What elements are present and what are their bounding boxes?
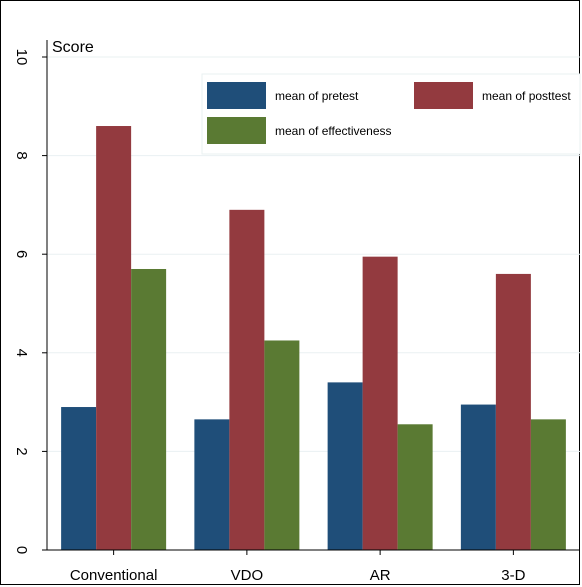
bar-mean-of-effectiveness-Conventional: [131, 268, 167, 550]
y-tick-label: 10: [13, 49, 30, 66]
x-tick-label: VDO: [231, 567, 264, 584]
legend-swatch: [207, 82, 266, 109]
bar-mean-of-posttest-VDO: [229, 209, 265, 550]
y-tick-label: 8: [13, 151, 30, 159]
bar-mean-of-pretest-Conventional: [61, 407, 97, 550]
x-tick-labels: Conventional VDO AR 3-D: [70, 550, 526, 584]
bar-mean-of-effectiveness-AR: [397, 424, 433, 550]
bar-mean-of-posttest-AR: [362, 256, 398, 550]
axes: [46, 40, 580, 551]
x-tick-label: Conventional: [70, 567, 158, 584]
bar-mean-of-posttest-Conventional: [96, 126, 132, 551]
legend-swatch: [207, 117, 266, 144]
bars: [61, 126, 566, 551]
x-tick-label: 3-D: [501, 567, 525, 584]
y-tick-label: 4: [13, 349, 30, 357]
y-ticks: 0 2 4 6 8 10: [13, 49, 47, 554]
bar-mean-of-pretest-AR: [327, 382, 363, 550]
y-tick-label: 6: [13, 250, 30, 258]
y-tick-label: 2: [13, 447, 30, 455]
bar-mean-of-effectiveness-VDO: [264, 340, 300, 550]
bar-mean-of-pretest-3-D: [460, 404, 496, 550]
legend-swatch: [414, 82, 473, 109]
bar-mean-of-effectiveness-3-D: [530, 419, 566, 550]
y-axis-label: Score: [52, 39, 94, 56]
legend: mean of pretest mean of posttest mean of e…: [201, 73, 581, 155]
bar-mean-of-posttest-3-D: [495, 273, 531, 550]
legend-label: mean of posttest: [482, 89, 571, 103]
legend-label: mean of effectiveness: [275, 124, 392, 138]
bar-mean-of-pretest-VDO: [194, 419, 230, 550]
y-tick-label: 0: [13, 546, 30, 554]
legend-label: mean of pretest: [275, 89, 359, 103]
x-tick-label: AR: [370, 567, 391, 584]
